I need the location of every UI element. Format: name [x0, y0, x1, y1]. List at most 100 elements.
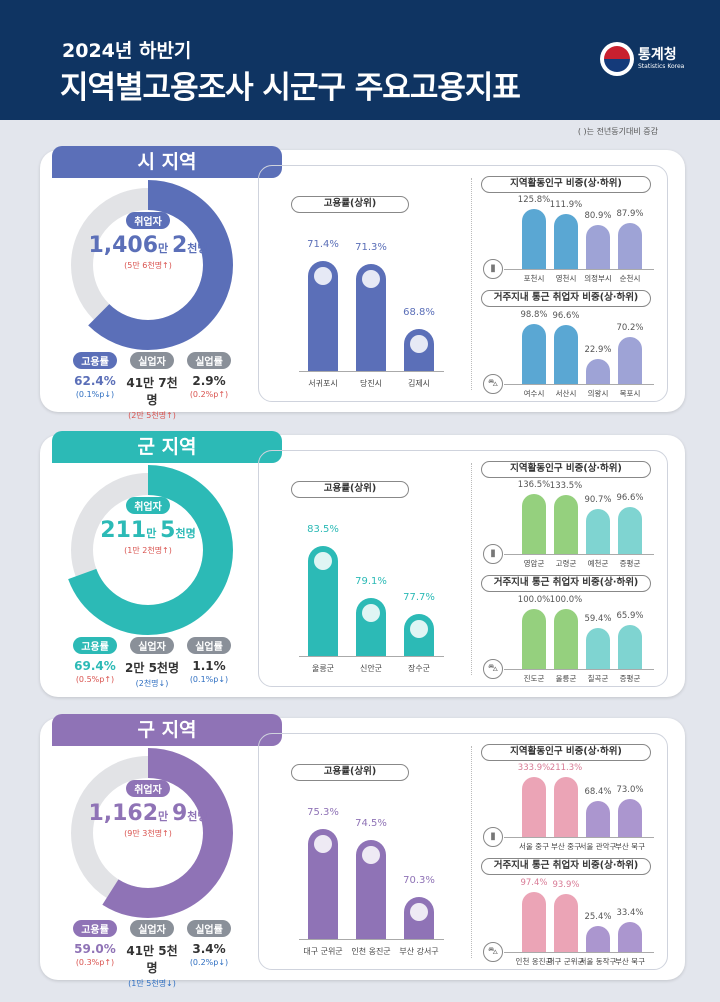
ratio-bar	[522, 324, 546, 384]
ratio-bar	[554, 777, 578, 837]
bar-value: 333.9%	[517, 763, 551, 773]
employed-unit: 천명	[187, 242, 208, 255]
axis	[299, 939, 444, 940]
bar-value: 22.9%	[584, 345, 612, 356]
employment-donut	[63, 465, 233, 635]
chart-title: 거주지내 통근 취업자 비중(상·하위)	[481, 290, 651, 307]
ratio-bar	[522, 892, 546, 952]
axis	[504, 669, 654, 670]
emblem-icon	[600, 42, 634, 76]
ratio-bar	[586, 800, 610, 837]
region-tab: 시 지역	[52, 146, 282, 178]
car-icon: ⛍	[483, 942, 503, 962]
ratio-bar	[586, 627, 610, 669]
employed-unit: 천명	[175, 527, 196, 540]
employed-value-major: 1,162	[88, 801, 159, 826]
ratio-bar	[586, 359, 610, 384]
bar-label: 당진시	[359, 379, 383, 388]
population-icon: ▮	[483, 259, 503, 279]
chart-title: 고용률(상위)	[291, 764, 409, 781]
bar-label: 의왕시	[587, 389, 609, 398]
axis	[504, 837, 654, 838]
ratio-bar	[586, 509, 610, 554]
ratio-bar	[522, 777, 546, 837]
bar-label: 증평군	[619, 559, 641, 568]
employed-summary: 취업자 1,162만 9천명 (9만 3천명↑)	[78, 778, 218, 839]
region-panel: 시 지역 취업자 1,406만 2천명 (5만 6천명↑) 고용률 62.4% (0.1%p…	[40, 146, 685, 420]
bar-label: 고령군	[555, 559, 577, 568]
employed-value-minor: 9	[171, 801, 188, 826]
bar-label: 칠곡군	[587, 674, 609, 683]
bar-value: 74.5%	[355, 817, 387, 829]
stat-0: 고용률 69.4% (0.5%p↑)	[65, 635, 125, 684]
bar-label: 장수군	[407, 664, 431, 673]
header: 2024년 하반기 지역별고용조사 시군구 주요고용지표 통계청 Statist…	[0, 0, 720, 120]
employed-value: 1,162만 9천명	[78, 801, 218, 826]
axis	[299, 371, 444, 372]
employed-value-minor: 2	[171, 233, 188, 258]
stat-value: 69.4%	[74, 659, 116, 673]
employed-unit-man: 만	[158, 810, 172, 823]
ratio-bar	[618, 799, 642, 837]
person-icon	[362, 603, 380, 622]
bar-value: 71.4%	[307, 239, 339, 250]
employed-unit: 천명	[187, 810, 208, 823]
stat-value: 41만 7천명	[126, 376, 178, 407]
bar-value: 98.8%	[520, 310, 548, 320]
region-tab: 구 지역	[52, 714, 282, 746]
bar-label: 서울 동작구	[579, 957, 617, 966]
bar-value: 80.9%	[584, 211, 612, 222]
stat-value: 62.4%	[74, 374, 116, 388]
chart-title: 지역활동인구 비중(상·하위)	[481, 744, 651, 761]
bar-value: 100.0%	[517, 595, 551, 605]
stat-0: 고용률 62.4% (0.1%p↓)	[65, 350, 125, 399]
bar-value: 96.6%	[552, 311, 580, 322]
bar-value: 77.7%	[403, 592, 435, 603]
stat-value: 3.4%	[192, 942, 226, 956]
employed-value-minor: 5	[160, 518, 176, 543]
divider	[471, 746, 472, 958]
bar-label: 인천 옹진군	[351, 947, 391, 956]
bar-value: 68.4%	[584, 786, 612, 797]
bar-value: 73.0%	[616, 785, 644, 795]
chart-title: 거주지내 통근 취업자 비중(상·하위)	[481, 575, 651, 592]
ratio-bar	[586, 926, 610, 952]
charts-box: 고용률(상위) 75.3% 대구 군위군 74.5% 인천 옹진군 70.3% 부산 강서구…	[258, 733, 668, 970]
ratio-bar	[522, 209, 546, 269]
employed-label: 취업자	[126, 497, 170, 514]
ratio-bar	[618, 922, 642, 952]
bar-value: 70.2%	[616, 323, 644, 334]
bar-label: 울릉군	[311, 664, 335, 673]
stat-1: 실업자 41만 7천명 (2만 5천명↑)	[122, 350, 182, 421]
bar-value: 100.0%	[549, 595, 583, 605]
bar-label: 의정부시	[584, 274, 612, 283]
bar-value: 136.5%	[517, 480, 551, 490]
stat-change: (0.5%p↑)	[75, 675, 115, 684]
donut-arc	[63, 465, 233, 635]
bar-label: 여수시	[523, 389, 545, 398]
population-icon: ▮	[483, 827, 503, 847]
bar-value: 83.5%	[307, 524, 339, 535]
stat-change: (0.1%p↓)	[75, 390, 115, 399]
ratio-bar	[554, 609, 578, 669]
employment-donut	[63, 748, 233, 918]
bar-value: 79.1%	[355, 575, 387, 587]
bar-value: 93.9%	[552, 879, 580, 890]
stat-label: 고용률	[73, 920, 117, 937]
stat-value: 59.0%	[74, 942, 116, 956]
employed-unit-man: 만	[158, 242, 172, 255]
employed-value-major: 1,406	[88, 233, 159, 258]
bar-value: 68.8%	[403, 307, 435, 318]
stat-2: 실업률 1.1% (0.1%p↓)	[179, 635, 239, 684]
stat-value: 1.1%	[192, 659, 226, 673]
stat-change: (0.3%p↑)	[75, 958, 115, 967]
bar-label: 순천시	[619, 274, 641, 283]
bar-value: 71.3%	[355, 241, 387, 253]
person-icon	[362, 845, 380, 864]
ratio-bar	[618, 222, 642, 269]
person-icon	[410, 335, 428, 353]
stat-0: 고용률 59.0% (0.3%p↑)	[65, 918, 125, 967]
bar-value: 87.9%	[616, 208, 644, 219]
bar-label: 영천시	[555, 274, 577, 283]
